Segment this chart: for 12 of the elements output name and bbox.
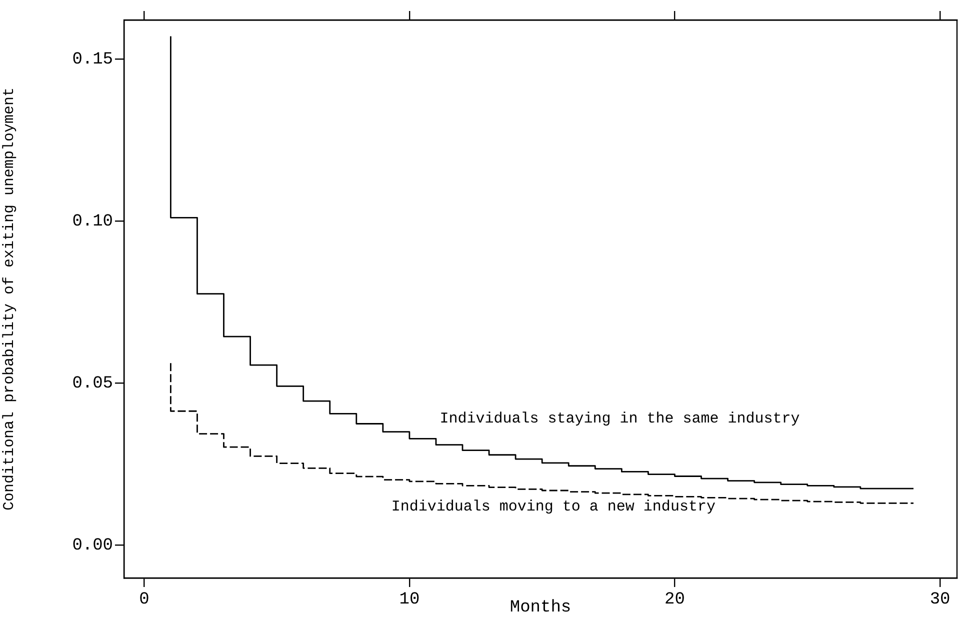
x-axis-title: Months [510,598,572,617]
x-tick-label: 0 [139,590,150,610]
annotation: Individuals staying in the same industry [440,410,800,428]
x-tick-label: 30 [930,590,950,610]
x-tick-label: 20 [664,590,685,610]
annotation: Individuals moving to a new industry [391,498,716,516]
y-axis-title: Conditional probability of exiting unemployment [0,87,18,511]
y-tick-label: 0.10 [72,212,113,232]
y-tick-label: 0.15 [72,50,113,70]
x-tick-label: 10 [399,590,420,610]
y-tick-label: 0.00 [72,536,113,556]
y-tick-label: 0.05 [72,374,113,394]
